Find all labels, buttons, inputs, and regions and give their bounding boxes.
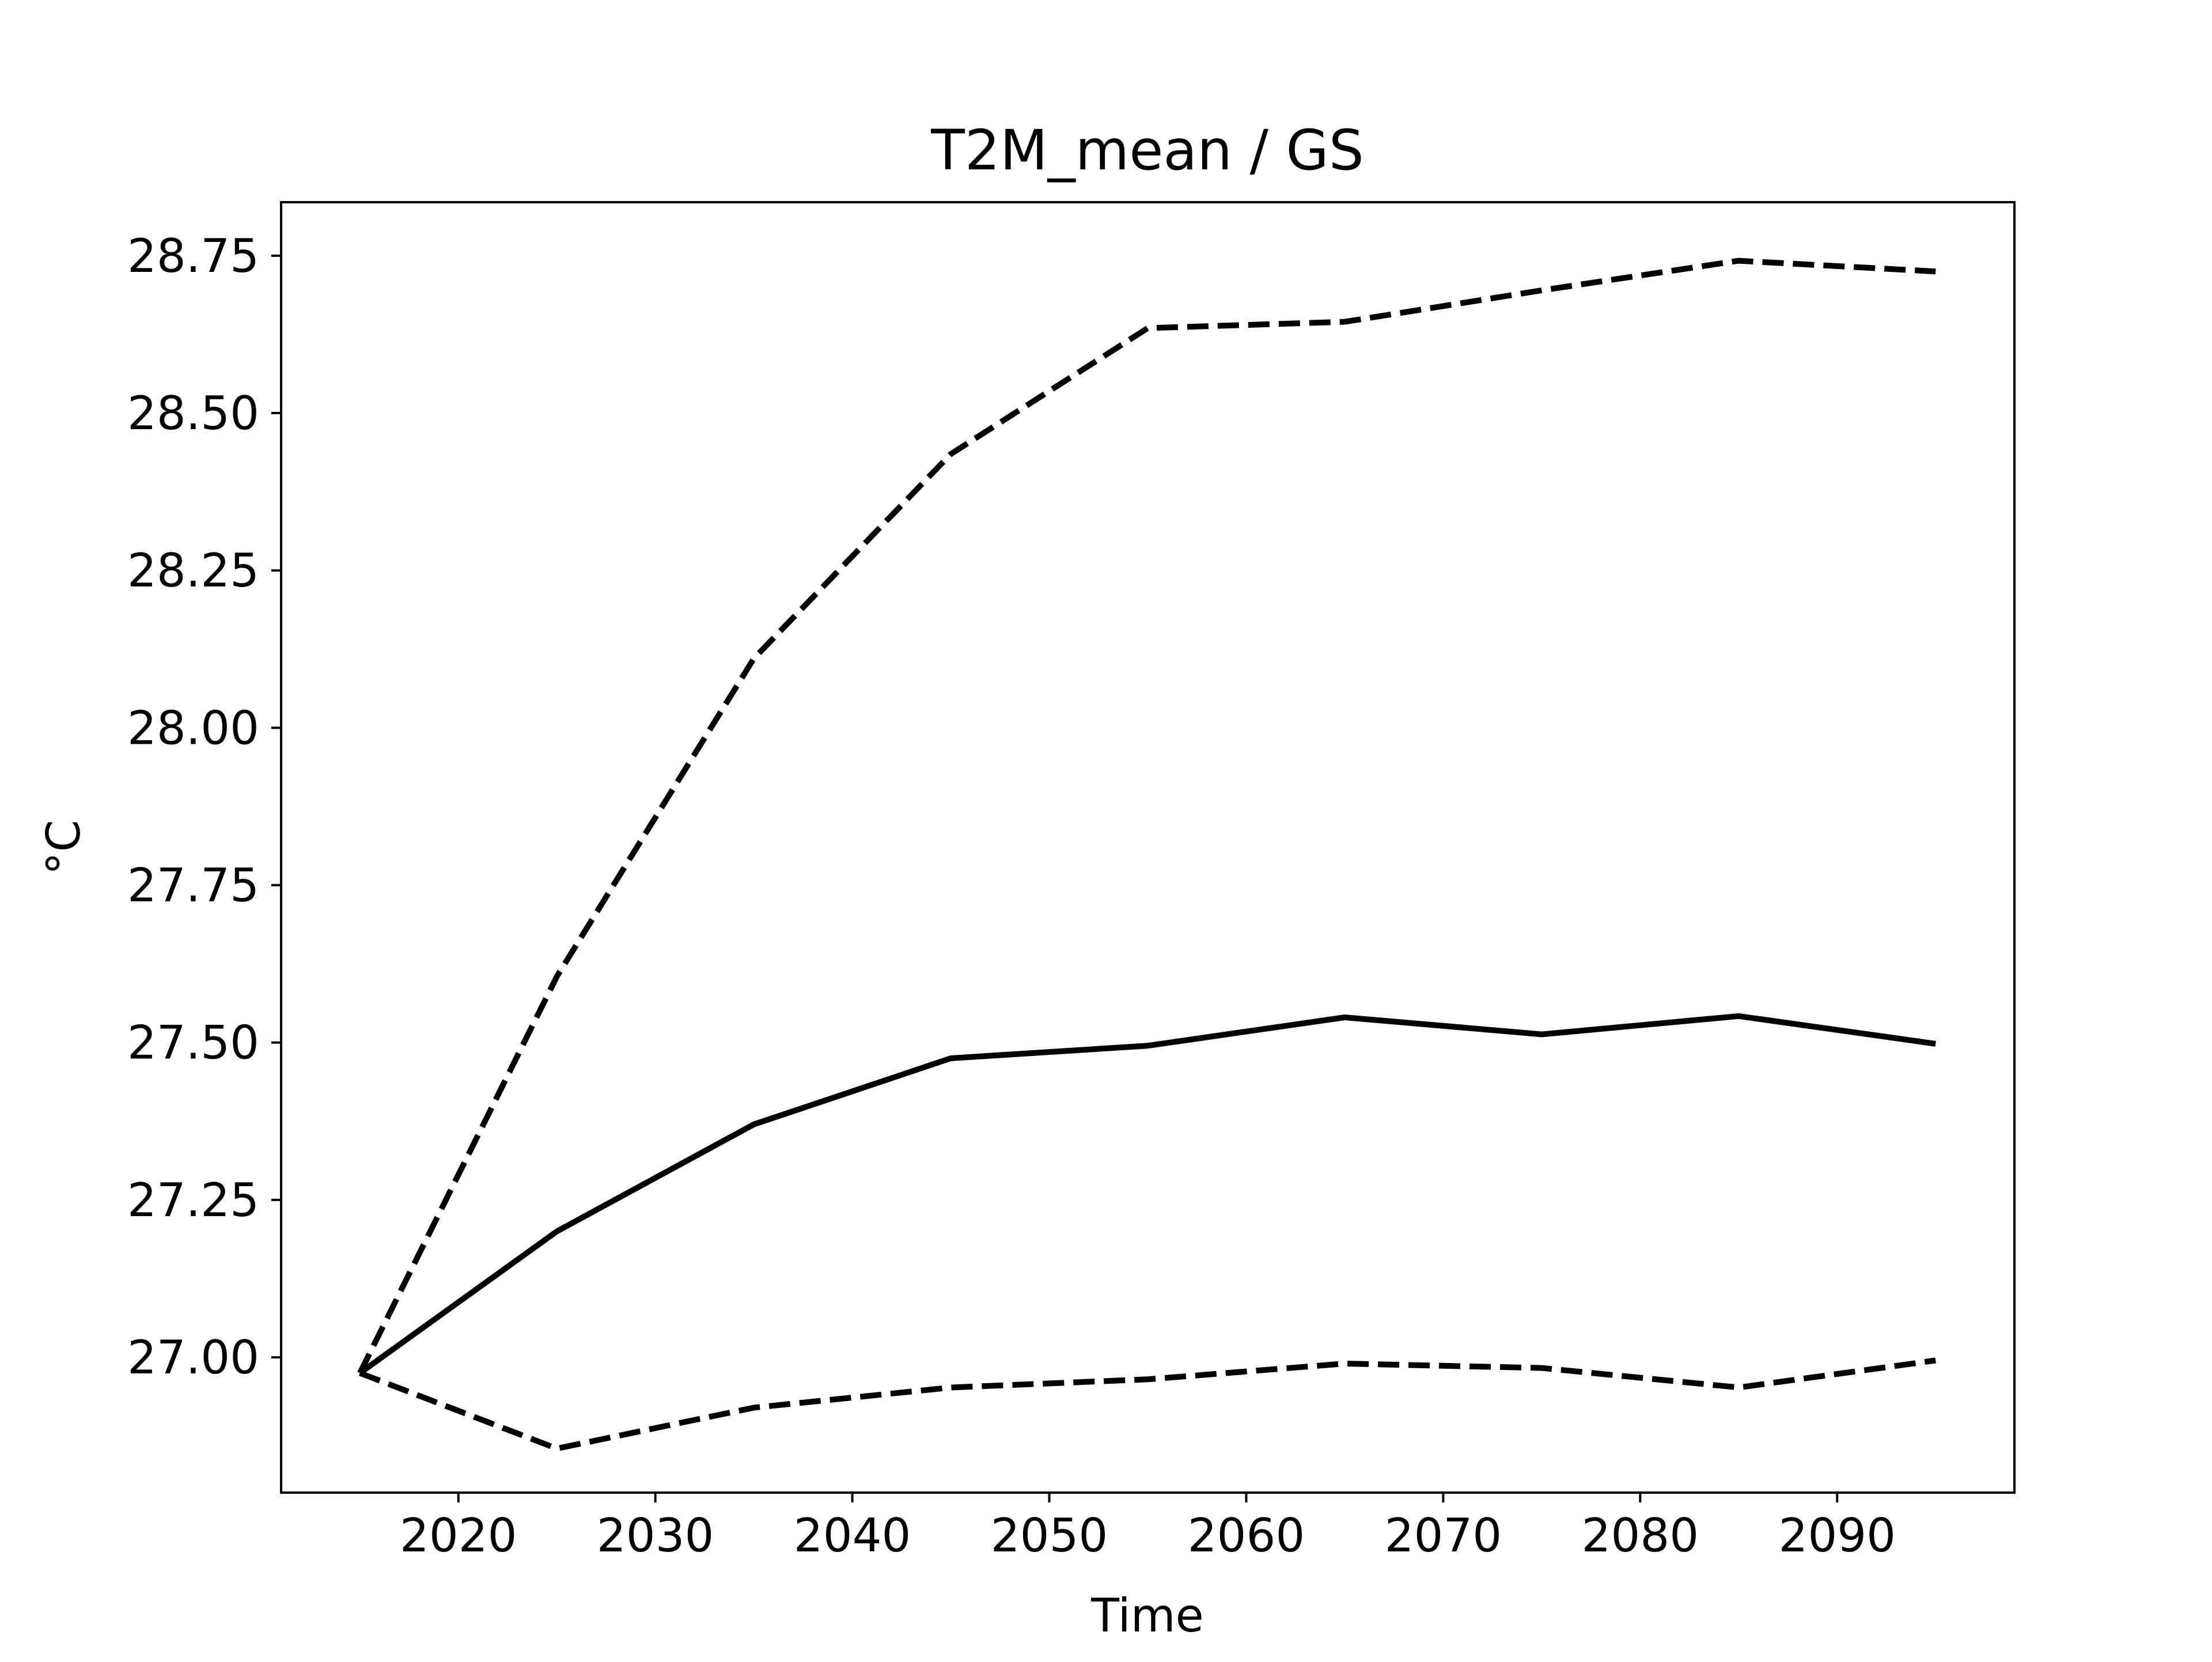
y-tick-label: 27.00 bbox=[127, 1331, 259, 1384]
x-tick-label: 2040 bbox=[794, 1509, 911, 1562]
y-tick-label: 28.25 bbox=[127, 544, 259, 597]
y-tick-label: 27.25 bbox=[127, 1173, 259, 1227]
y-axis-title: °C bbox=[37, 820, 90, 875]
x-axis-title: Time bbox=[1090, 1589, 1204, 1642]
x-tick-label: 2050 bbox=[991, 1509, 1108, 1562]
chart-title: T2M_mean / GS bbox=[930, 118, 1364, 183]
y-tick-label: 27.75 bbox=[127, 859, 259, 913]
series-line-mean bbox=[358, 1013, 1936, 1376]
x-tick-label: 2090 bbox=[1778, 1509, 1896, 1562]
plot-lines bbox=[357, 258, 1936, 1452]
plot-frame bbox=[280, 201, 2016, 1494]
x-tick-label: 2060 bbox=[1188, 1509, 1305, 1562]
y-tick-label: 28.50 bbox=[127, 387, 259, 440]
series-line-lower bbox=[359, 1357, 1936, 1452]
x-tick-label: 2080 bbox=[1582, 1509, 1699, 1562]
y-axis: 27.00 27.25 27.50 27.75 28.00 28.25 28.50 28.75 bbox=[127, 229, 281, 1384]
series-line-upper bbox=[357, 258, 1936, 1375]
x-tick-label: 2020 bbox=[400, 1509, 517, 1562]
y-tick-label: 27.50 bbox=[127, 1016, 259, 1070]
x-axis: 2020 2030 2040 2050 2060 2070 2080 2090 bbox=[400, 1493, 1896, 1562]
x-tick-label: 2070 bbox=[1385, 1509, 1502, 1562]
y-tick-label: 28.00 bbox=[127, 701, 259, 755]
y-tick-label: 28.75 bbox=[127, 229, 259, 283]
x-tick-label: 2030 bbox=[597, 1509, 714, 1562]
